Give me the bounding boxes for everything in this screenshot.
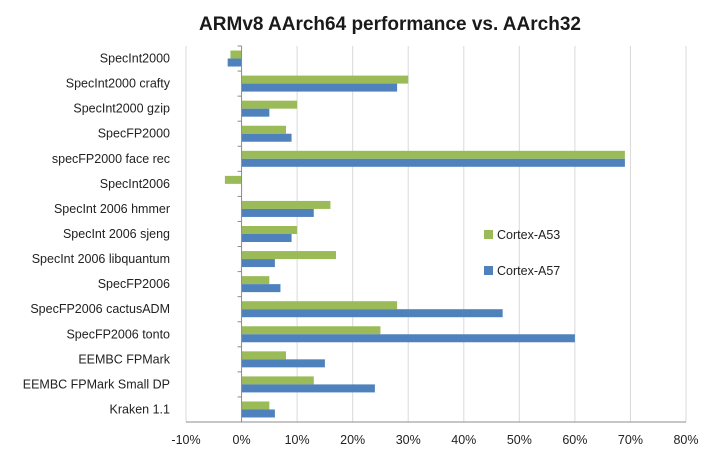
bar-cortex-a53 [241, 351, 286, 360]
bar-cortex-a57 [241, 133, 292, 142]
bar-cortex-a53 [241, 150, 625, 159]
bar-cortex-a57 [241, 334, 575, 343]
x-tick-label: 40% [451, 433, 476, 447]
bars-layer [224, 50, 625, 418]
category-label: SpecInt2006 [100, 177, 170, 191]
category-label: SpecInt 2006 hmmer [54, 202, 170, 216]
bar-cortex-a53 [241, 326, 381, 335]
bar-cortex-a57 [241, 83, 398, 92]
bar-cortex-a53 [241, 226, 298, 234]
x-tick-label: 50% [507, 433, 532, 447]
category-label: SpecFP2006 [98, 277, 170, 291]
bar-cortex-a53 [241, 276, 270, 285]
x-tick-label: 20% [340, 433, 365, 447]
bar-cortex-a53 [241, 301, 398, 310]
bar-cortex-a57 [241, 284, 281, 293]
legend: Cortex-A53 Cortex-A57 [484, 228, 560, 278]
category-label: SpecInt2000 gzip [73, 102, 170, 116]
category-label: SpecFP2006 tonto [66, 327, 170, 341]
x-tick-label: -10% [171, 433, 200, 447]
bar-cortex-a57 [241, 309, 503, 318]
bar-cortex-a53 [241, 125, 286, 134]
legend-label: Cortex-A57 [497, 264, 560, 278]
category-label: SpecInt 2006 libquantum [32, 252, 170, 266]
category-label: SpecInt2000 crafty [66, 77, 171, 91]
bar-cortex-a53 [241, 376, 314, 385]
legend-swatch-cortex-a57 [484, 266, 493, 275]
category-label: SpecFP2006 cactusADM [30, 302, 170, 316]
category-label: SpecInt 2006 sjeng [63, 227, 170, 241]
bar-cortex-a57 [241, 158, 625, 167]
legend-swatch-cortex-a53 [484, 230, 493, 239]
bar-cortex-a53 [241, 75, 409, 84]
bar-cortex-a53 [224, 175, 242, 184]
bar-cortex-a53 [241, 100, 298, 109]
bar-cortex-a53 [241, 251, 336, 260]
bar-cortex-a57 [241, 208, 314, 217]
x-tick-labels: -10% 0% 10% 20% 30% 40% 50% 60% 70% 80% [171, 433, 698, 447]
bar-cortex-a57 [241, 359, 325, 368]
bar-cortex-a57 [241, 409, 275, 418]
chart-title: ARMv8 AArch64 performance vs. AArch32 [199, 14, 581, 35]
axis-layer [186, 45, 686, 423]
x-tick-label: 60% [562, 433, 587, 447]
category-label: Kraken 1.1 [110, 402, 171, 416]
bar-cortex-a57 [241, 384, 375, 393]
category-label: SpecInt2000 [100, 52, 170, 66]
x-tick-label: 0% [233, 433, 251, 447]
x-tick-label: 80% [673, 433, 698, 447]
bar-cortex-a53 [230, 50, 242, 59]
bar-cortex-a57 [227, 58, 242, 67]
x-tick-label: 10% [285, 433, 310, 447]
bar-cortex-a57 [241, 234, 292, 242]
category-label: SpecFP2000 [98, 127, 170, 141]
x-tick-label: 70% [618, 433, 643, 447]
x-tick-label: 30% [396, 433, 421, 447]
bar-cortex-a57 [241, 259, 275, 268]
bar-cortex-a53 [241, 200, 331, 209]
category-label: specFP2000 face rec [52, 152, 170, 166]
category-label: EEMBC FPMark Small DP [23, 377, 170, 391]
category-labels: SpecInt2000 SpecInt2000 crafty SpecInt2000… [23, 52, 171, 417]
bar-cortex-a53 [241, 401, 270, 410]
legend-label: Cortex-A53 [497, 228, 560, 242]
bar-cortex-a57 [241, 108, 270, 117]
category-label: EEMBC FPMark [78, 352, 170, 366]
